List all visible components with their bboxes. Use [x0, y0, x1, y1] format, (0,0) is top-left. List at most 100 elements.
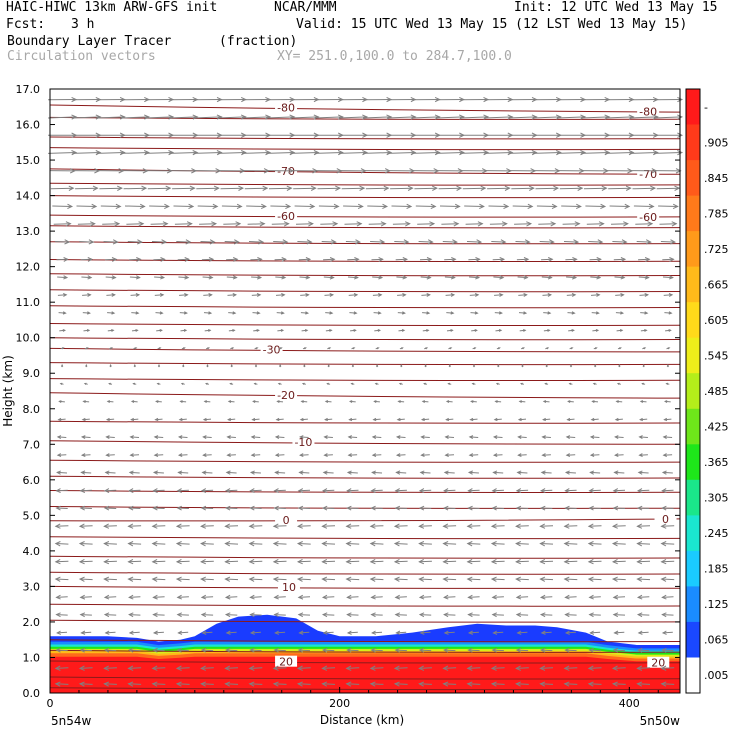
vector-arrow: [518, 311, 528, 315]
vector-head: [200, 681, 206, 687]
vector-head: [611, 523, 618, 529]
vector-arrow: [467, 505, 480, 511]
vector-shaft: [605, 152, 634, 154]
vector-shaft: [516, 667, 529, 669]
vector-head: [130, 400, 135, 404]
vector-shaft: [273, 241, 288, 243]
vector-shaft: [464, 205, 484, 207]
vector-head: [445, 417, 450, 422]
contour-label: 0: [283, 514, 290, 527]
vector-head: [111, 311, 116, 315]
vector-head: [444, 435, 449, 440]
vector-arrow: [103, 665, 117, 671]
vector-arrow: [629, 96, 659, 103]
vector-shaft: [178, 471, 189, 474]
contour-label-bg: [275, 514, 298, 526]
vector-head: [151, 576, 158, 582]
vector-shaft: [79, 241, 94, 243]
vector-head: [61, 347, 65, 350]
vector-head: [55, 505, 61, 511]
vector-head: [249, 612, 255, 618]
vector-head: [161, 239, 168, 245]
vector-shaft: [492, 489, 504, 492]
vector-head: [394, 488, 401, 493]
vector-head: [523, 311, 528, 315]
vector-head: [348, 400, 353, 404]
vector-shaft: [274, 489, 286, 492]
vector-arrow: [629, 132, 659, 138]
vector-head: [419, 630, 425, 635]
vector-shaft: [197, 205, 218, 207]
vector-head: [539, 576, 546, 582]
vector-arrow: [442, 558, 457, 565]
vector-shaft: [225, 543, 239, 545]
vector-arrow: [314, 150, 344, 156]
vector-shaft: [491, 683, 505, 685]
vector-arrow: [640, 311, 649, 315]
vector-arrow: [589, 453, 600, 457]
vector-arrow: [592, 329, 600, 332]
vector-shaft: [370, 667, 384, 669]
vector-head: [451, 257, 457, 262]
vector-arrow: [252, 311, 261, 315]
vector-head: [71, 150, 78, 156]
vector-head: [272, 576, 279, 582]
vector-head: [178, 417, 183, 422]
vector-shaft: [250, 489, 262, 492]
vector-arrow: [589, 257, 602, 262]
contour-label-bg: [292, 436, 315, 448]
vector-head: [128, 488, 134, 493]
vector-arrow: [491, 594, 504, 600]
vector-head: [426, 329, 430, 332]
vector-head: [273, 612, 279, 618]
vector-head: [205, 382, 208, 385]
vector-head: [274, 630, 280, 635]
vector-shaft: [129, 649, 141, 652]
vector-shaft: [441, 223, 459, 225]
vector-head: [499, 275, 505, 280]
vector-arrow: [200, 576, 214, 582]
vector-shaft: [323, 507, 335, 509]
vector-shaft: [445, 454, 455, 456]
vector-arrow: [424, 363, 427, 368]
vector-shaft: [80, 649, 92, 652]
vector-arrow: [581, 132, 611, 138]
vector-shaft: [491, 667, 505, 669]
vector-arrow: [565, 453, 576, 457]
vector-arrow: [469, 275, 481, 280]
vector-arrow: [299, 417, 308, 422]
vector-head: [202, 453, 207, 457]
vector-arrow: [370, 594, 383, 600]
vector-arrow: [470, 400, 477, 404]
vector-shaft: [541, 258, 553, 261]
vector-arrow: [369, 665, 384, 671]
colorbar-label: .845: [704, 172, 729, 185]
vector-arrow: [273, 239, 289, 245]
vector-head: [672, 203, 679, 210]
vector-head: [420, 453, 425, 457]
vector-head: [200, 558, 206, 565]
vector-arrow: [252, 400, 259, 404]
vector-head: [238, 185, 245, 191]
vector-arrow: [370, 239, 386, 245]
vector-arrow: [81, 417, 90, 422]
temperature-contour-14: [49, 378, 681, 382]
vector-head: [546, 347, 550, 350]
vector-arrow: [588, 239, 604, 245]
vector-arrow: [368, 221, 387, 227]
vector-shaft: [341, 187, 365, 190]
vector-arrow: [323, 453, 333, 457]
vector-head: [111, 329, 115, 332]
vector-shaft: [492, 614, 504, 616]
vector-head: [151, 541, 158, 547]
vector-shaft: [251, 471, 261, 474]
vector-arrow: [109, 347, 114, 350]
vector-arrow: [371, 470, 383, 475]
vector-shaft: [638, 471, 649, 474]
vector-head: [379, 239, 386, 245]
vector-shaft: [56, 507, 68, 509]
vector-arrow: [545, 363, 548, 368]
vector-head: [668, 311, 673, 315]
vector-shaft: [123, 187, 147, 190]
vector-arrow: [151, 681, 166, 687]
